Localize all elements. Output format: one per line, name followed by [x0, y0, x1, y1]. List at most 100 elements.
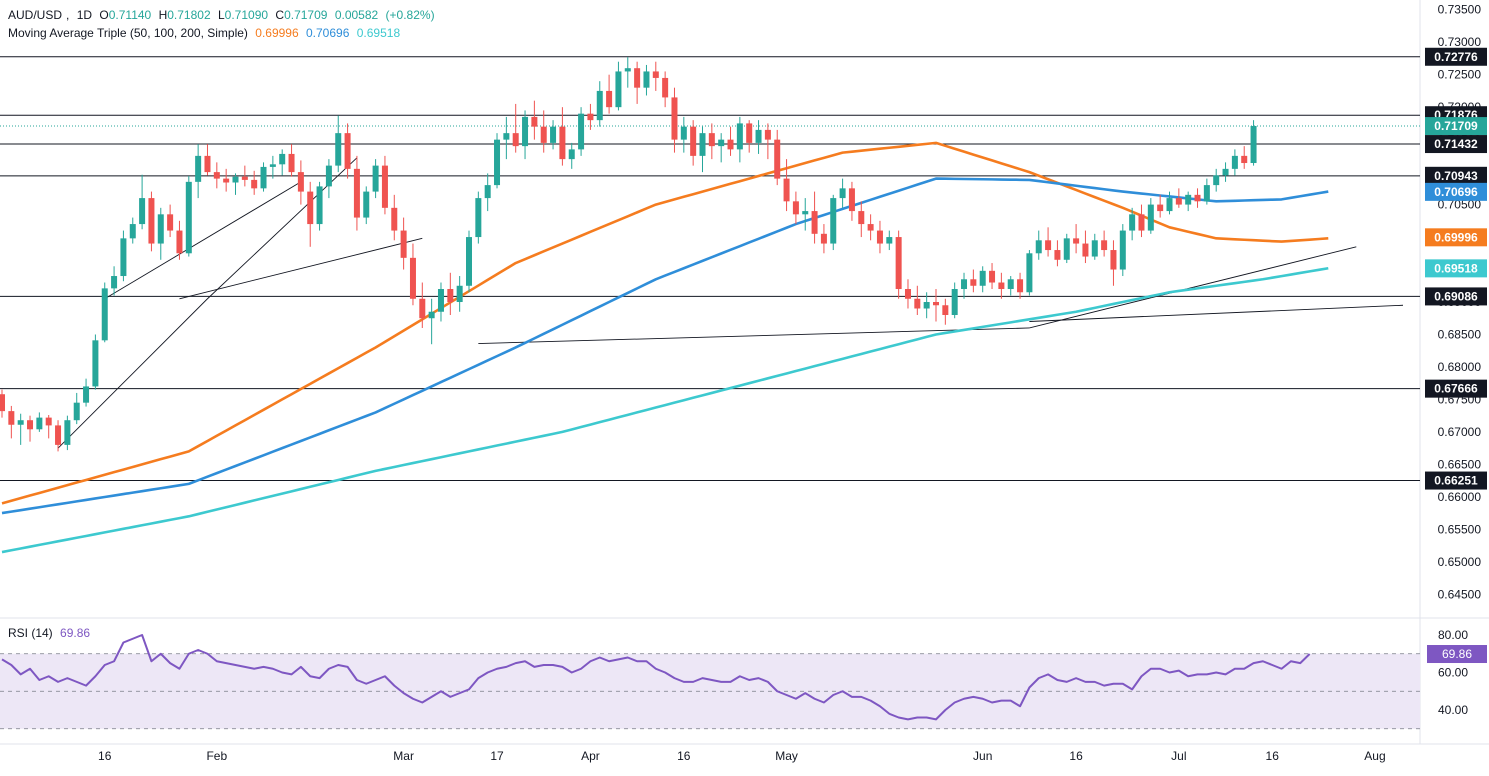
candle-body	[830, 198, 837, 244]
candle-body	[409, 257, 416, 299]
candle-body	[914, 298, 921, 309]
price-label: 0.71709	[1434, 119, 1478, 133]
trendline	[57, 157, 358, 449]
time-tick-label: May	[775, 749, 798, 763]
candle-body	[101, 288, 108, 341]
candle-body	[428, 311, 435, 319]
candle-body	[1250, 125, 1257, 164]
time-tick-label: Apr	[581, 749, 600, 763]
price-label-bg	[1425, 287, 1487, 306]
price-label-bg	[1425, 471, 1487, 490]
candle-body	[129, 224, 136, 239]
candle-body	[867, 224, 874, 231]
candle-body	[718, 139, 725, 147]
candle-body	[195, 155, 202, 182]
time-tick-label: Feb	[206, 749, 227, 763]
candle-body	[774, 139, 781, 179]
candle-body	[522, 116, 529, 147]
candle-body	[260, 166, 267, 189]
candle-body	[372, 165, 379, 192]
price-label: 0.66251	[1434, 474, 1478, 488]
candle-body	[783, 178, 790, 202]
ma-legend: Moving Average Triple (50, 100, 200, Sim…	[8, 26, 404, 40]
candle-body	[111, 276, 118, 289]
time-tick-label: Aug	[1364, 749, 1385, 763]
price-tick-label: 0.70500	[1438, 198, 1482, 212]
price-label: 0.72776	[1434, 50, 1478, 64]
trendline	[179, 237, 423, 300]
candle-body	[120, 238, 127, 277]
close-label: C	[275, 8, 285, 22]
rsi-legend: RSI (14) 69.86	[8, 626, 94, 640]
symbol-sep: ,	[66, 8, 70, 22]
symbol-name: AUD/USD	[8, 8, 63, 22]
candle-body	[876, 230, 883, 244]
candle-body	[92, 340, 99, 387]
timeframe: 1D	[76, 8, 93, 22]
price-label: 0.67666	[1434, 382, 1478, 396]
candle-body	[176, 230, 183, 254]
candle-body	[839, 188, 846, 199]
candle-body	[363, 191, 370, 218]
candle-body	[596, 90, 603, 121]
candle-body	[437, 289, 444, 312]
candle-body	[325, 165, 332, 187]
price-tick-label: 0.64500	[1438, 587, 1482, 601]
ma200-line	[1, 266, 1329, 554]
change-pct: (+0.82%)	[385, 8, 435, 22]
low-label: L	[217, 8, 225, 22]
candle-body	[232, 176, 239, 183]
price-label-bg	[1425, 228, 1487, 247]
ma50-line	[1, 141, 1329, 505]
candle-body	[1007, 279, 1014, 290]
candle-body	[811, 211, 818, 234]
open-value: 0.71140	[108, 8, 152, 22]
candle-body	[1231, 155, 1238, 169]
rsi-title: RSI (14)	[8, 626, 53, 640]
high-label: H	[158, 8, 168, 22]
candle-body	[606, 90, 613, 108]
rsi-tick-label: 60.00	[1438, 666, 1468, 680]
candle-body	[1222, 168, 1229, 176]
candle-body	[64, 420, 71, 445]
price-tick-label: 0.73000	[1438, 35, 1482, 49]
candle-body	[241, 176, 248, 180]
candle-body	[353, 168, 360, 218]
candle-body	[73, 402, 80, 421]
candle-body	[36, 417, 43, 430]
rsi-panel	[0, 634, 1420, 730]
price-label: 0.69996	[1434, 230, 1478, 244]
candle-body	[0, 394, 5, 412]
candle-body	[503, 133, 510, 140]
trendline	[104, 181, 302, 300]
time-tick-label: 16	[1266, 749, 1280, 763]
candle-body	[213, 172, 220, 179]
time-tick-label: Jun	[973, 749, 992, 763]
candle-body	[83, 386, 90, 403]
candle-body	[139, 198, 146, 225]
price-tick-label: 0.66500	[1438, 457, 1482, 471]
candle-body	[1157, 204, 1164, 212]
candle-body	[45, 417, 52, 426]
candle-body	[643, 71, 650, 88]
candle-body	[223, 178, 230, 183]
candle-body	[157, 214, 164, 244]
price-labels: 69.860.727760.718760.717090.714320.70943…	[1425, 47, 1487, 664]
candle-body	[1175, 198, 1182, 205]
price-label-bg	[1425, 166, 1487, 185]
candle-body	[1203, 185, 1210, 202]
price-label: 0.69086	[1434, 289, 1478, 303]
candle-body	[204, 155, 211, 173]
price-label-bg	[1425, 117, 1487, 136]
candle-body	[942, 305, 949, 315]
candle-body	[961, 279, 968, 290]
candle-body	[1194, 194, 1201, 202]
candles	[0, 57, 1257, 452]
price-tick-label: 0.72500	[1438, 68, 1482, 82]
candle-body	[671, 97, 678, 140]
candle-body	[792, 201, 799, 215]
candle-body	[335, 133, 342, 166]
price-label: 0.71432	[1434, 137, 1478, 151]
